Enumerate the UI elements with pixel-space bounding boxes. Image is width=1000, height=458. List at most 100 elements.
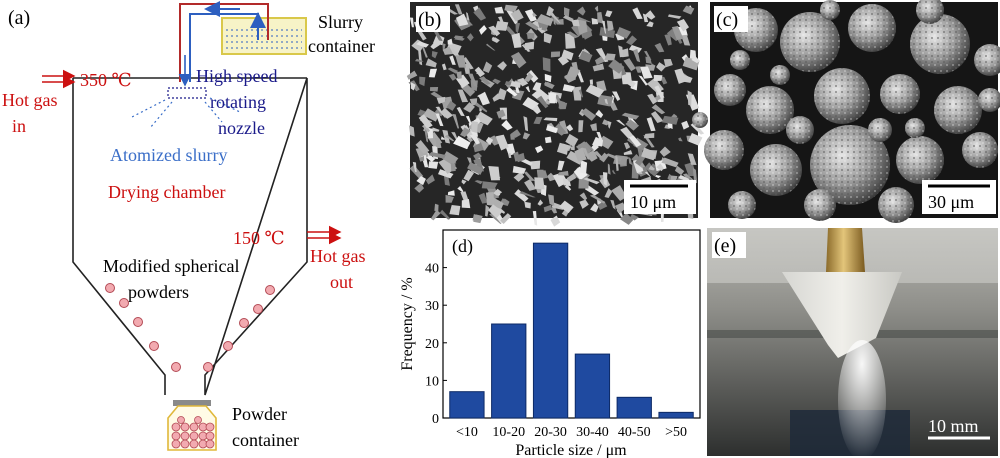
flake (576, 6, 586, 16)
falling-particles (105, 283, 275, 372)
flake (474, 66, 485, 78)
flake (559, 200, 574, 214)
flake (605, 153, 623, 162)
flake (537, 95, 549, 109)
flake (481, 181, 498, 190)
sphere-texture (730, 50, 750, 70)
chart-frame (442, 229, 701, 419)
flake (514, 189, 529, 203)
flake (442, 151, 459, 166)
flake (632, 7, 643, 20)
flake (441, 63, 447, 71)
sphere-texture (868, 118, 892, 142)
flake (628, 135, 642, 148)
spherical-particles (692, 0, 1000, 223)
flake (428, 68, 438, 78)
flake (525, 86, 531, 93)
container-lid (173, 400, 211, 406)
flake (535, 13, 554, 27)
flake (408, 125, 415, 137)
flake (647, 93, 658, 105)
flake (469, 98, 478, 106)
flake (618, 45, 624, 58)
flake (632, 48, 641, 63)
flake (446, 100, 457, 111)
flake (432, 127, 440, 132)
chart-x-axis-title: Particle size / μm (515, 442, 627, 458)
flake (410, 82, 416, 91)
flake (578, 120, 584, 133)
flake (475, 111, 493, 126)
flake (602, 119, 611, 126)
flake (467, 73, 478, 88)
flake (595, 109, 604, 118)
flake (454, 4, 463, 15)
flake (580, 108, 597, 121)
hot-gas-in-label: Hot gas in (2, 90, 62, 136)
flake (646, 117, 656, 132)
flake (565, 133, 579, 148)
flake (639, 66, 653, 79)
flake (604, 188, 613, 198)
flake (619, 212, 634, 225)
flake (558, 100, 566, 109)
x-tick-label: 20-30 (534, 425, 567, 440)
flake (448, 73, 457, 81)
modified-powders-label: Modified spherical powders (103, 256, 244, 302)
flake (664, 33, 672, 46)
panel-c-letter: (c) (716, 9, 738, 31)
flake (578, 89, 584, 98)
flake (629, 214, 639, 221)
hot-gas-out-arrows (307, 225, 342, 245)
flake (510, 129, 521, 138)
sphere-texture (814, 68, 870, 124)
flake (495, 134, 509, 151)
flake (445, 194, 454, 203)
flake (654, 42, 665, 53)
sphere-texture (962, 132, 998, 168)
feed-pipe-outer (179, 3, 269, 82)
chart-y-axis: 0 10 20 30 40 (425, 262, 447, 427)
flake (472, 213, 482, 222)
x-tick-label: >50 (665, 425, 687, 440)
flake (440, 107, 454, 119)
scale-bar-b-label: 10 μm (630, 192, 676, 212)
flake (474, 180, 483, 185)
flake (628, 44, 643, 53)
flake (434, 108, 444, 117)
flake (643, 135, 655, 148)
flake (515, 152, 525, 163)
nozzle-nut (826, 228, 865, 272)
flake (577, 16, 592, 23)
flake (578, 50, 593, 63)
flake (562, 84, 576, 92)
panel-d-size-distribution-chart: (d) 0 10 20 30 40 <10 10-20 20-30 30-40 40-50 >50… (399, 229, 701, 458)
flake (581, 147, 590, 160)
flake (556, 142, 569, 155)
flake (512, 165, 527, 174)
flake (447, 38, 453, 45)
y-tick-label: 20 (425, 337, 439, 352)
flake (601, 20, 607, 35)
drying-chamber-label: Drying chamber (108, 182, 225, 202)
flake (465, 115, 472, 124)
hot-gas-in-arrows (42, 69, 76, 89)
x-tick-label: 30-40 (576, 425, 609, 440)
flake (663, 59, 673, 68)
flake (564, 33, 576, 49)
chart-y-axis-title: Frequency / % (399, 277, 416, 370)
flake (418, 114, 433, 129)
flake (589, 194, 606, 204)
flake (596, 131, 603, 141)
drying-chamber-outline (72, 77, 308, 396)
flake (544, 81, 555, 90)
flake (579, 199, 589, 209)
flake (510, 51, 527, 69)
flake (674, 165, 685, 176)
flake (580, 160, 588, 174)
flake (566, 173, 577, 183)
flake (583, 141, 594, 152)
flake (582, 30, 593, 40)
flake (492, 78, 501, 85)
